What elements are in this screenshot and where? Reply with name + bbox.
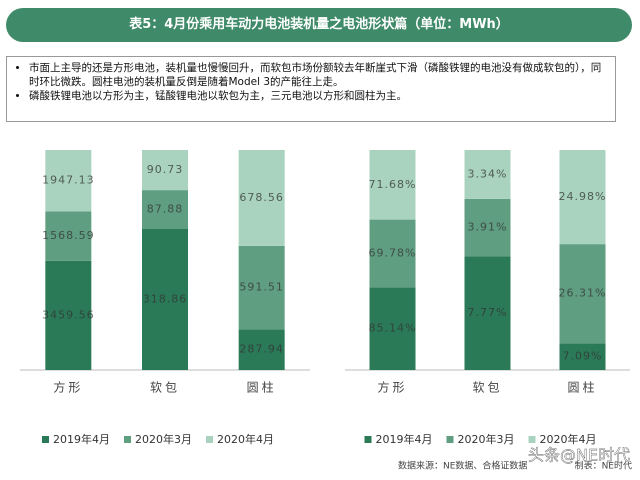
- bar-segment: [238, 150, 285, 246]
- bar-segment: [464, 198, 511, 257]
- source: 数据来源：NE数据、合格证数据: [398, 460, 527, 472]
- bar-segment: [45, 150, 92, 212]
- value-label: 3459.56: [42, 308, 95, 321]
- bar-segment: [142, 228, 188, 370]
- legend-label: 2020年4月: [540, 432, 597, 446]
- x-tick-label: 圆柱: [247, 380, 277, 395]
- value-label: 24.98%: [559, 190, 607, 203]
- bar-segment: [559, 343, 606, 370]
- bar-segment: [238, 245, 285, 330]
- value-label: 90.73: [147, 163, 184, 176]
- legend-label: 2020年4月: [217, 432, 274, 446]
- value-label: 318.86: [143, 292, 188, 305]
- value-label: 7.09%: [563, 350, 603, 363]
- bar-segment: [559, 150, 606, 245]
- bar-segment: [369, 287, 416, 370]
- bar-segment: [45, 260, 92, 370]
- x-tick-label: 方形: [377, 380, 407, 395]
- header-title: 表5：4月份乘用车动力电池装机量之电池形状篇（单位：MWh）: [6, 8, 632, 42]
- value-label: 591.51: [239, 281, 284, 294]
- maker: 制表：NE时代: [575, 460, 632, 472]
- value-label: 71.68%: [369, 178, 417, 191]
- bar-segment: [45, 211, 92, 261]
- notes-list: 市面上主导的还是方形电池，装机量也慢慢回升，而软包市场份额较去年断崖式下滑（磷酸…: [15, 61, 607, 103]
- legend-label: 2019年4月: [53, 432, 110, 446]
- legend-swatch: [206, 436, 213, 443]
- x-tick-label: 圆柱: [567, 380, 597, 395]
- note: 市面上主导的还是方形电池，装机量也慢慢回升，而软包市场份额较去年断崖式下滑（磷酸…: [29, 61, 607, 89]
- legend-swatch: [42, 436, 49, 443]
- note: 磷酸铁锂电池以方形为主，锰酸锂电池以软包为主，三元电池以方形和圆柱为主。: [29, 89, 607, 103]
- value-label: 7.77%: [468, 306, 508, 319]
- value-label: 287.94: [239, 343, 284, 356]
- bar-segment: [369, 219, 416, 288]
- notes-box: 市面上主导的还是方形电池，装机量也慢慢回升，而软包市场份额较去年断崖式下滑（磷酸…: [6, 56, 616, 122]
- x-tick-label: 软包: [472, 381, 502, 395]
- bar-segment: [464, 256, 511, 370]
- x-tick-label: 方形: [53, 380, 83, 395]
- legend-swatch: [528, 436, 536, 443]
- legend-label: 2020年3月: [458, 432, 515, 446]
- bar-segment: [369, 150, 416, 220]
- bar-segment: [464, 150, 511, 199]
- bar-segment: [142, 150, 188, 191]
- legend-swatch: [124, 436, 131, 443]
- bar-segment: [142, 190, 188, 229]
- legend-label: 2019年4月: [376, 432, 433, 446]
- bar-segment: [559, 244, 606, 344]
- value-label: 85.14%: [369, 322, 417, 335]
- x-tick-label: 软包: [150, 381, 180, 395]
- value-label: 87.88: [147, 203, 184, 216]
- value-label: 3.34%: [468, 167, 508, 180]
- value-label: 1568.59: [42, 229, 95, 242]
- value-label: 69.78%: [369, 246, 417, 259]
- value-label: 26.31%: [559, 287, 607, 300]
- value-label: 3.91%: [468, 221, 508, 234]
- watermark: 头条@NE时代: [528, 446, 630, 465]
- value-label: 678.56: [239, 191, 284, 204]
- legend-swatch: [446, 436, 454, 443]
- legend-label: 2020年3月: [135, 432, 192, 446]
- legend-swatch: [364, 436, 372, 443]
- value-label: 1947.13: [42, 174, 95, 187]
- bar-segment: [238, 329, 285, 370]
